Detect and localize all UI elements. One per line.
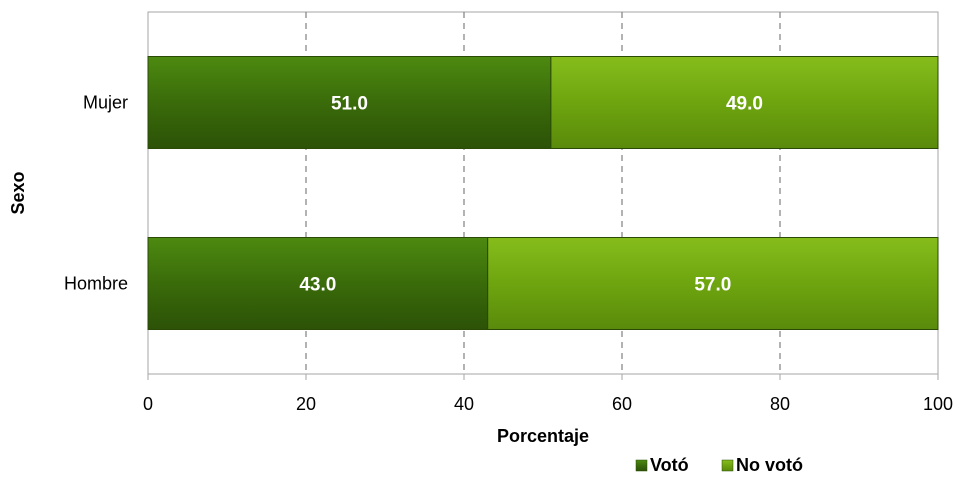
bar-mujer-voto bbox=[147, 56, 552, 149]
x-tick-label-40: 40 bbox=[454, 394, 474, 414]
x-tick-label-60: 60 bbox=[612, 394, 632, 414]
bar-hombre-voto bbox=[147, 237, 489, 330]
y-tick-label-hombre: Hombre bbox=[64, 274, 128, 294]
x-tick-labels: 0 20 40 60 80 100 bbox=[143, 394, 953, 414]
data-labels: 51.0 49.0 43.0 57.0 bbox=[299, 94, 763, 296]
x-axis-title: Porcentaje bbox=[497, 426, 589, 446]
data-label-hombre-voto: 43.0 bbox=[299, 275, 336, 296]
legend-label-1: No votó bbox=[736, 455, 803, 475]
x-tick-label-80: 80 bbox=[770, 394, 790, 414]
y-axis-title: Sexo bbox=[8, 171, 28, 214]
data-label-mujer-no-voto: 49.0 bbox=[726, 94, 763, 115]
legend-swatch-0 bbox=[635, 459, 648, 472]
x-tick-label-0: 0 bbox=[143, 394, 153, 414]
bar-hombre-no-voto bbox=[487, 237, 939, 330]
data-label-hombre-no-voto: 57.0 bbox=[694, 275, 731, 296]
y-tick-labels: Mujer Hombre bbox=[64, 93, 128, 294]
bars bbox=[147, 56, 939, 330]
bar-mujer-no-voto bbox=[550, 56, 939, 149]
x-tick-label-20: 20 bbox=[296, 394, 316, 414]
x-tick-label-100: 100 bbox=[923, 394, 953, 414]
data-label-mujer-voto: 51.0 bbox=[331, 94, 368, 115]
legend-swatch-1 bbox=[721, 459, 734, 472]
y-tick-label-mujer: Mujer bbox=[83, 93, 128, 113]
legend-label-0: Votó bbox=[650, 455, 689, 475]
legend: Votó No votó bbox=[635, 455, 803, 475]
